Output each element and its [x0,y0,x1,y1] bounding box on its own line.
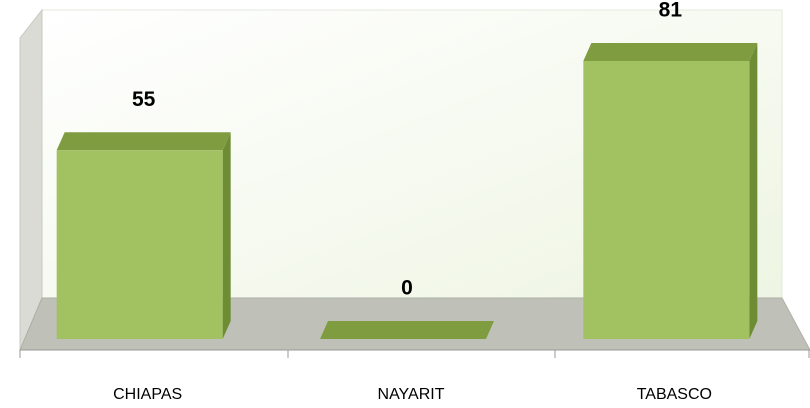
x-tick-label: NAYARIT [378,386,445,403]
bar-side [222,132,231,339]
bar [583,43,758,339]
bar [56,132,231,339]
bar-front [56,150,223,339]
x-tick-label: CHIAPAS [113,386,182,403]
bar-top [583,43,758,61]
side-wall [19,8,43,351]
data-label: 0 [401,277,413,300]
bar [320,321,494,339]
bar-side [749,43,758,339]
data-label: 81 [659,0,683,22]
bar-front [583,61,750,339]
bar-top [56,132,231,151]
x-tick-label: TABASCO [637,386,712,403]
bar-top [320,321,494,339]
data-label: 55 [132,88,156,111]
